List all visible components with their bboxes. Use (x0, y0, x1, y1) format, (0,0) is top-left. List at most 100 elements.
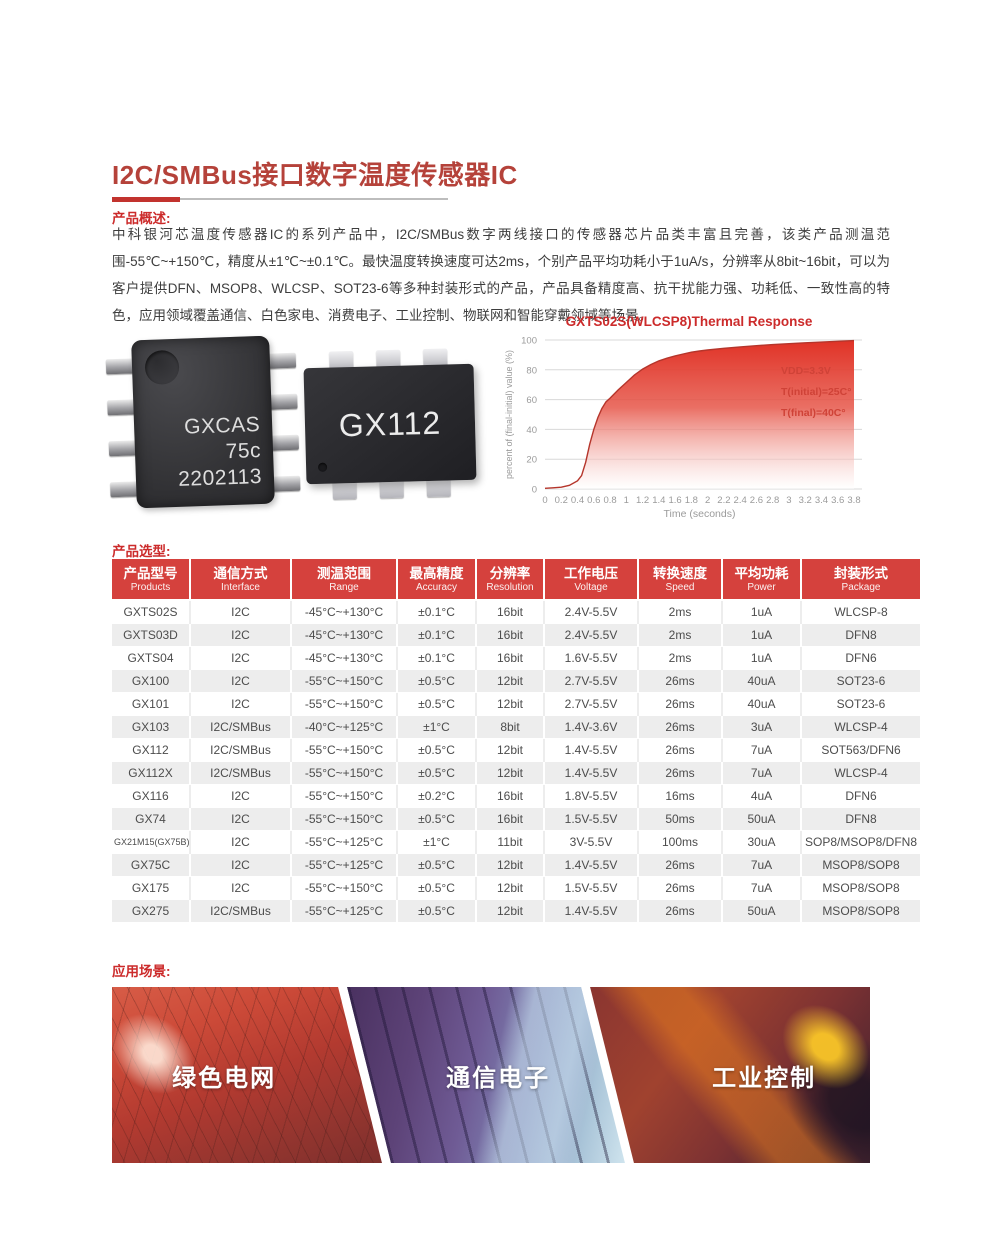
table-cell: -55°C~+125°C (291, 899, 398, 923)
svg-text:3.8: 3.8 (847, 495, 860, 506)
product-table-head: 产品型号 Products 通信方式 Interface 测温范围 Range 最高精度 Ac… (112, 559, 920, 601)
table-cell: 3uA (722, 715, 802, 739)
column-header: 平均功耗 Power (722, 559, 802, 601)
table-cell: 40uA (722, 669, 802, 693)
table-cell: 26ms (638, 715, 723, 739)
column-header: 最高精度 Accuracy (397, 559, 477, 601)
table-cell: ±0.2°C (397, 784, 477, 808)
table-cell: -45°C~+130°C (291, 623, 398, 647)
table-cell: GX112X (112, 761, 191, 785)
table-cell: GX74 (112, 807, 191, 831)
column-header: 分辨率 Resolution (476, 559, 545, 601)
table-cell: I2C (190, 692, 292, 716)
svg-text:3.2: 3.2 (799, 495, 812, 506)
column-header: 封装形式 Package (801, 559, 920, 601)
table-row: GX100 I2C -55°C~+150°C ±0.5°C 12bit 2.7V-5.5V… (112, 669, 920, 693)
svg-text:3.4: 3.4 (815, 495, 828, 506)
table-cell: 16bit (476, 784, 545, 808)
table-cell: ±0.5°C (397, 669, 477, 693)
svg-text:2: 2 (705, 495, 710, 506)
table-cell: SOT23-6 (801, 669, 920, 693)
table-cell: 2ms (638, 600, 723, 624)
table-cell: 1.5V-5.5V (544, 876, 639, 900)
table-cell: ±0.5°C (397, 692, 477, 716)
table-cell: I2C/SMBus (190, 761, 292, 785)
table-cell: 12bit (476, 692, 545, 716)
table-cell: -55°C~+150°C (291, 876, 398, 900)
table-cell: SOT23-6 (801, 692, 920, 716)
title-underline (112, 196, 448, 202)
product-table-body: GXTS02S I2C -45°C~+130°C ±0.1°C 16bit 2.4V-5.… (112, 600, 920, 923)
table-cell: -55°C~+125°C (291, 853, 398, 877)
table-cell: DFN6 (801, 784, 920, 808)
table-row: GX275 I2C/SMBus -55°C~+125°C ±0.5°C 12bit 1.4… (112, 899, 920, 923)
table-cell: -55°C~+150°C (291, 738, 398, 762)
table-cell: 16bit (476, 600, 545, 624)
svg-text:2.8: 2.8 (766, 495, 779, 506)
page-title: I2C/SMBus接口数字温度传感器IC (112, 160, 518, 190)
table-cell: 12bit (476, 761, 545, 785)
table-cell: DFN8 (801, 623, 920, 647)
table-cell: -55°C~+125°C (291, 830, 398, 854)
column-header: 通信方式 Interface (190, 559, 292, 601)
title-underline-gray (180, 198, 448, 200)
table-cell: 1.5V-5.5V (544, 807, 639, 831)
table-cell: 2.7V-5.5V (544, 669, 639, 693)
table-cell: 12bit (476, 899, 545, 923)
table-cell: -45°C~+130°C (291, 646, 398, 670)
column-header: 测温范围 Range (291, 559, 398, 601)
table-cell: 26ms (638, 761, 723, 785)
table-row: GX175 I2C -55°C~+150°C ±0.5°C 12bit 1.5V-5.5V… (112, 876, 920, 900)
chip-marking-line: GXCAS (183, 413, 261, 439)
table-cell: GXTS02S (112, 600, 191, 624)
table-cell: 1.4V-5.5V (544, 899, 639, 923)
column-header: 产品型号 Products (112, 559, 191, 601)
table-cell: ±0.5°C (397, 876, 477, 900)
table-cell: 2ms (638, 646, 723, 670)
table-cell: ±0.1°C (397, 623, 477, 647)
sop8-chip-photo: GXCAS 75c 2202113 (105, 333, 301, 512)
table-row: GX74 I2C -55°C~+150°C ±0.5°C 16bit 1.5V-5.5V 5… (112, 807, 920, 831)
table-cell: 1.4V-3.6V (544, 715, 639, 739)
table-cell: 16bit (476, 623, 545, 647)
table-cell: -55°C~+150°C (291, 761, 398, 785)
application-label: 工业控制 (711, 1064, 816, 1092)
table-cell: 1.4V-5.5V (544, 853, 639, 877)
table-cell: -55°C~+150°C (291, 669, 398, 693)
svg-text:1.6: 1.6 (668, 495, 681, 506)
table-cell: 2.7V-5.5V (544, 692, 639, 716)
table-cell: GX101 (112, 692, 191, 716)
svg-text:0: 0 (542, 495, 547, 506)
table-cell: 1.6V-5.5V (544, 646, 639, 670)
table-cell: I2C (190, 669, 292, 693)
table-cell: 12bit (476, 669, 545, 693)
table-cell: ±0.5°C (397, 761, 477, 785)
table-cell: 11bit (476, 830, 545, 854)
svg-text:60: 60 (526, 395, 537, 406)
table-cell: 7uA (722, 738, 802, 762)
sot23-chip-photo: GX112 (303, 348, 477, 500)
table-cell: ±0.1°C (397, 646, 477, 670)
table-row: GXTS03D I2C -45°C~+130°C ±0.1°C 16bit 2.4V-5.… (112, 623, 920, 647)
chip-marking-line: 2202113 (177, 464, 263, 491)
chart-title: GXTS02S(WLCSP8)Thermal Response (565, 314, 813, 329)
chip-pin1-dimple (144, 349, 180, 385)
overview-section-label: 产品概述: (112, 211, 171, 226)
table-cell: -55°C~+150°C (291, 807, 398, 831)
table-cell: SOT563/DFN6 (801, 738, 920, 762)
table-cell: 50uA (722, 899, 802, 923)
applications-section-label: 应用场景: (112, 964, 171, 979)
svg-text:1.4: 1.4 (652, 495, 665, 506)
table-cell: DFN6 (801, 646, 920, 670)
table-cell: -55°C~+150°C (291, 784, 398, 808)
table-cell: I2C/SMBus (190, 715, 292, 739)
chip-marking: GXCAS 75c 2202113 (176, 412, 262, 493)
chip-marking: GX112 (338, 404, 442, 443)
table-cell: 1.4V-5.5V (544, 761, 639, 785)
table-row: GX75C I2C -55°C~+125°C ±0.5°C 12bit 1.4V-5.5V… (112, 853, 920, 877)
svg-text:100: 100 (521, 336, 537, 347)
table-row: GX112 I2C/SMBus -55°C~+150°C ±0.5°C 12bit 1.4… (112, 738, 920, 762)
svg-text:percent of (final-initial) val: percent of (final-initial) value (%) (504, 350, 514, 479)
